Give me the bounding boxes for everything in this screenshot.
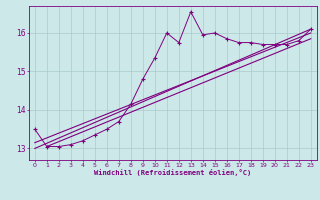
X-axis label: Windchill (Refroidissement éolien,°C): Windchill (Refroidissement éolien,°C) — [94, 169, 252, 176]
